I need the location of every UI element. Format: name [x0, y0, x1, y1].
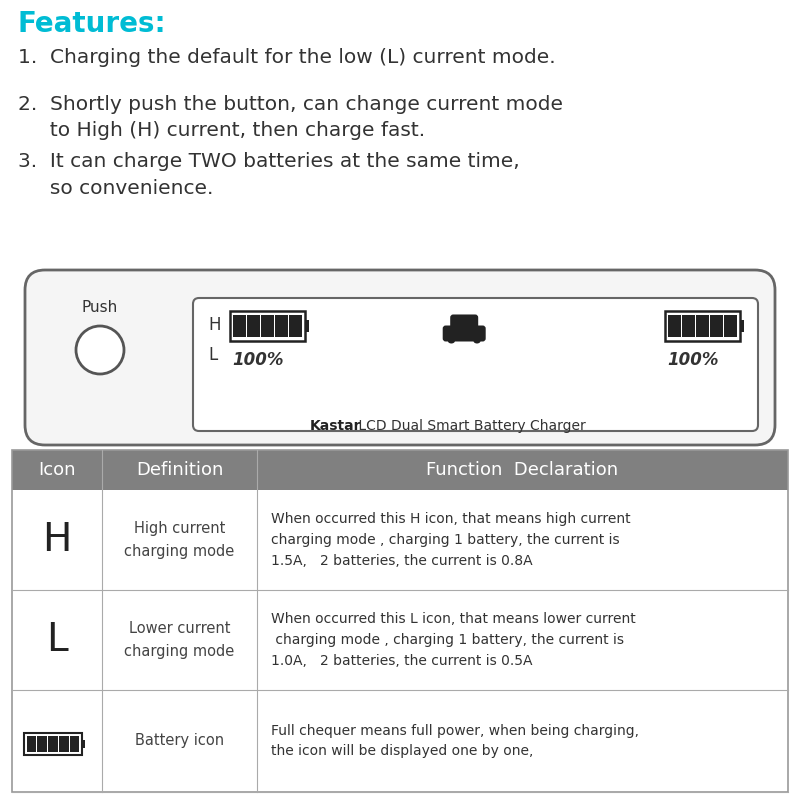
Bar: [48, 736, 58, 752]
FancyBboxPatch shape: [442, 326, 486, 342]
Bar: [724, 315, 737, 337]
Bar: [305, 320, 309, 332]
Bar: [682, 315, 694, 337]
Text: Function  Declaration: Function Declaration: [426, 461, 618, 479]
Text: When occurred this H icon, that means high current
charging mode , charging 1 ba: When occurred this H icon, that means hi…: [271, 512, 630, 568]
Bar: [12, 590, 788, 690]
Text: Icon: Icon: [38, 461, 76, 479]
FancyBboxPatch shape: [450, 314, 478, 330]
Bar: [247, 315, 260, 337]
Text: H: H: [42, 521, 72, 559]
Bar: [12, 690, 788, 792]
Bar: [275, 315, 288, 337]
Text: 100%: 100%: [232, 351, 283, 369]
Text: Full chequer means full power, when being charging,
the icon will be displayed o: Full chequer means full power, when bein…: [271, 724, 639, 758]
FancyBboxPatch shape: [25, 270, 775, 445]
Bar: [82, 740, 85, 748]
Bar: [234, 315, 246, 337]
Text: Lower current
charging mode: Lower current charging mode: [124, 622, 234, 658]
Text: Battery icon: Battery icon: [135, 734, 224, 749]
Text: Features:: Features:: [18, 10, 166, 38]
Bar: [38, 736, 47, 752]
Ellipse shape: [448, 338, 455, 343]
Text: Definition: Definition: [136, 461, 223, 479]
Bar: [665, 311, 740, 341]
Bar: [70, 736, 79, 752]
Text: 2.  Shortly push the button, can change current mode
     to High (H) current, t: 2. Shortly push the button, can change c…: [18, 95, 563, 141]
Bar: [668, 315, 681, 337]
Text: 1.  Charging the default for the low (L) current mode.: 1. Charging the default for the low (L) …: [18, 48, 556, 67]
Text: L: L: [208, 346, 218, 364]
Text: 100%: 100%: [667, 351, 718, 369]
Bar: [12, 450, 788, 490]
Bar: [262, 315, 274, 337]
Bar: [710, 315, 722, 337]
Circle shape: [76, 326, 124, 374]
Bar: [12, 490, 788, 590]
Bar: [696, 315, 709, 337]
Text: Push: Push: [82, 301, 118, 315]
Bar: [26, 736, 36, 752]
Text: H: H: [208, 316, 221, 334]
Bar: [740, 320, 744, 332]
Text: LCD Dual Smart Battery Charger: LCD Dual Smart Battery Charger: [354, 419, 586, 433]
Bar: [230, 311, 305, 341]
Text: When occurred this L icon, that means lower current
 charging mode , charging 1 : When occurred this L icon, that means lo…: [271, 613, 636, 667]
Bar: [12, 450, 788, 792]
Bar: [59, 736, 69, 752]
Text: L: L: [46, 621, 68, 659]
Bar: [290, 315, 302, 337]
FancyBboxPatch shape: [193, 298, 758, 431]
Text: 3.  It can charge TWO batteries at the same time,
     so convenience.: 3. It can charge TWO batteries at the sa…: [18, 152, 520, 198]
Text: High current
charging mode: High current charging mode: [124, 522, 234, 558]
Text: Kastar: Kastar: [310, 419, 362, 433]
Bar: [24, 733, 82, 755]
Ellipse shape: [474, 338, 481, 343]
